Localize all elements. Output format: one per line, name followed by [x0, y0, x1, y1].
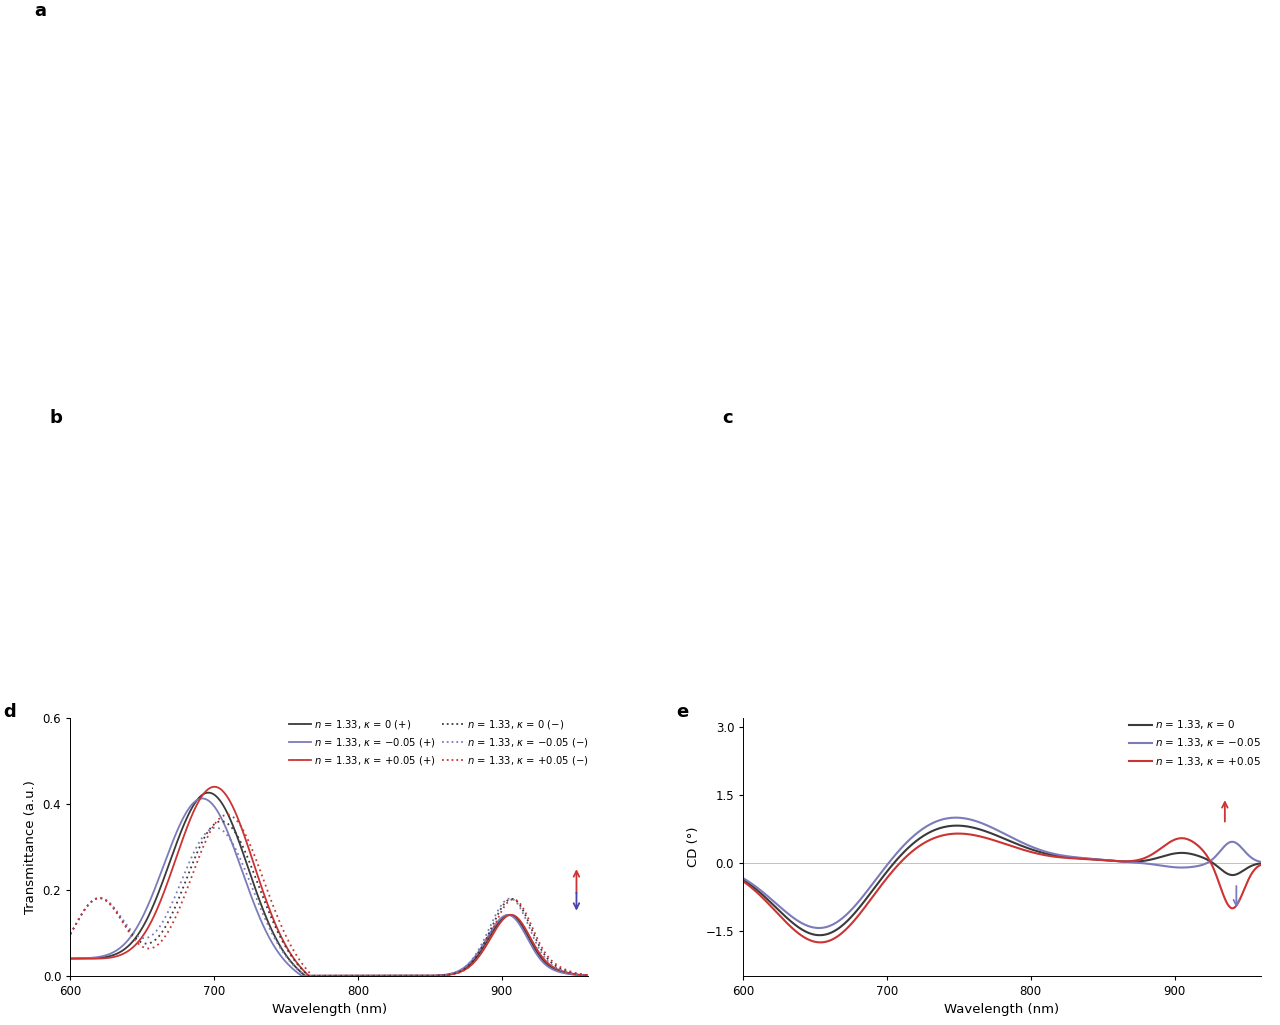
Legend: $n$ = 1.33, $\kappa$ = 0 (+), $n$ = 1.33, $\kappa$ = $-$0.05 (+), $n$ = 1.33, $\: $n$ = 1.33, $\kappa$ = 0 (+), $n$ = 1.33… [289, 719, 588, 767]
Y-axis label: Transmittance (a.u.): Transmittance (a.u.) [24, 780, 37, 914]
Text: d: d [3, 703, 15, 721]
X-axis label: Wavelength (nm): Wavelength (nm) [271, 1003, 387, 1017]
Text: c: c [722, 409, 733, 426]
Legend: $n$ = 1.33, $\kappa$ = 0, $n$ = 1.33, $\kappa$ = $-$0.05, $n$ = 1.33, $\kappa$ =: $n$ = 1.33, $\kappa$ = 0, $n$ = 1.33, $\… [1129, 719, 1261, 768]
Y-axis label: CD (°): CD (°) [687, 827, 700, 867]
Text: a: a [35, 2, 46, 21]
X-axis label: Wavelength (nm): Wavelength (nm) [945, 1003, 1060, 1017]
Text: e: e [676, 703, 689, 721]
Text: b: b [50, 409, 63, 426]
